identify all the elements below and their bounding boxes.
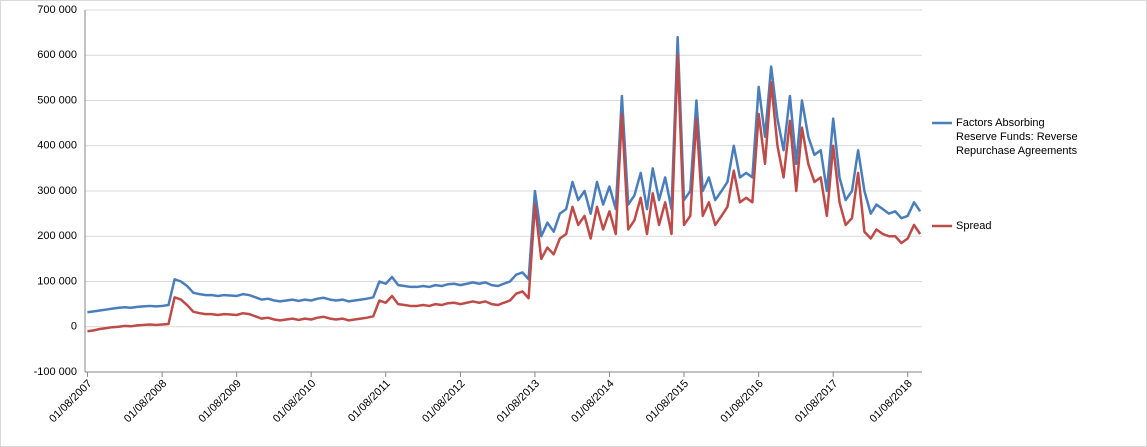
y-tick-label: 700 000: [37, 4, 77, 16]
legend-label: Factors Absorbing Reserve Funds: Reverse R…: [956, 117, 1078, 157]
y-tick-label: 600 000: [37, 49, 77, 61]
legend-label: Spread: [956, 220, 991, 232]
y-tick-label: 500 000: [37, 94, 77, 106]
y-tick-label: 400 000: [37, 140, 77, 152]
y-tick-label: 300 000: [37, 185, 77, 197]
y-tick-label: -100 000: [34, 366, 77, 378]
series-line: [87, 54, 922, 333]
y-tick-label: 100 000: [37, 275, 77, 287]
y-tick-label: 0: [71, 321, 77, 333]
y-tick-label: 200 000: [37, 230, 77, 242]
series-line: [87, 35, 922, 314]
